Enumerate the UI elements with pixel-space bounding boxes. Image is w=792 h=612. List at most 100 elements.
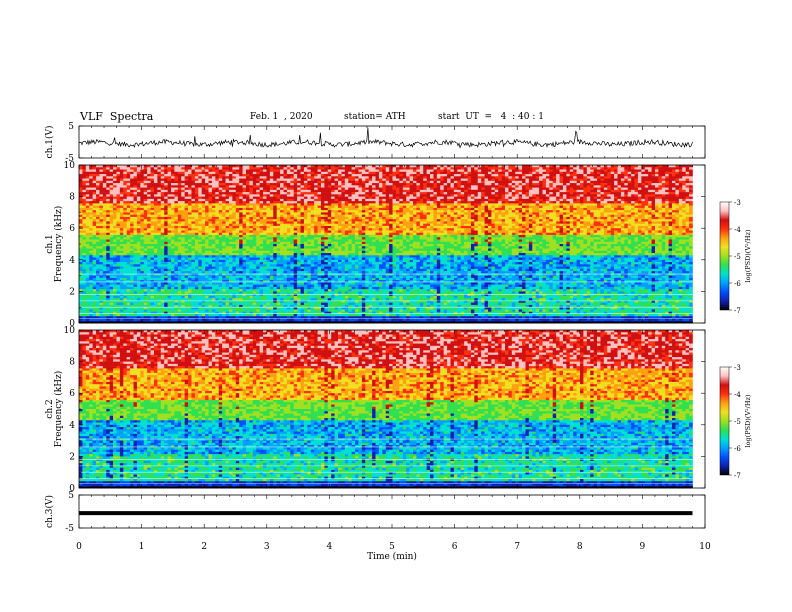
spectrogram-cell xyxy=(147,171,151,175)
spectrogram-cell xyxy=(143,255,148,258)
spectrogram-cell xyxy=(235,176,240,179)
spectrogram-cell xyxy=(283,300,288,303)
spectrogram-cell xyxy=(259,214,264,218)
spectrogram-cell xyxy=(201,171,206,175)
spectrogram-cell xyxy=(119,207,124,211)
spectrogram-cell xyxy=(239,183,243,186)
spectrogram-cell xyxy=(269,302,274,306)
spectrogram-cell xyxy=(167,189,172,193)
spectrogram-cell xyxy=(194,201,199,204)
spectrogram-cell xyxy=(113,219,117,222)
spectrogram-cell xyxy=(191,237,196,240)
spectrogram-cell xyxy=(113,318,117,322)
spectrogram-cell xyxy=(133,244,138,247)
spectrogram-cell xyxy=(113,302,117,306)
spectrogram-cell xyxy=(293,280,298,283)
spectrogram-cell xyxy=(205,307,209,310)
spectrogram-cell xyxy=(239,304,243,308)
spectrogram-cell xyxy=(96,255,100,258)
spectrogram-cell xyxy=(283,253,288,256)
spectrogram-cell xyxy=(228,171,233,175)
spectrogram-cell xyxy=(218,291,223,294)
spectrogram-cell xyxy=(300,264,305,267)
spectrogram-cell xyxy=(283,248,288,252)
spectrogram-cell xyxy=(310,228,315,231)
spectrogram-cell xyxy=(269,300,274,303)
spectrogram-cell xyxy=(286,255,291,258)
spectrogram-cell xyxy=(201,266,206,270)
spectrogram-cell xyxy=(171,207,175,211)
spectrogram-cell xyxy=(191,286,196,290)
spectrogram-cell xyxy=(314,280,318,283)
spectrogram-cell xyxy=(205,205,209,209)
spectrogram-cell xyxy=(174,304,179,308)
spectrogram-cell xyxy=(106,167,110,170)
spectrogram-cell xyxy=(99,237,104,240)
spectrogram-cell xyxy=(136,228,141,231)
spectrogram-cell xyxy=(290,167,295,170)
spectrogram-cell xyxy=(133,221,138,224)
spectrogram-cell xyxy=(191,250,196,254)
spectrogram-cell xyxy=(201,189,206,193)
spectrogram-cell xyxy=(283,165,288,168)
spectrogram-cell xyxy=(232,246,237,249)
spectrogram-cell xyxy=(228,250,233,254)
spectrogram-cell xyxy=(300,183,305,186)
spectrogram-cell xyxy=(82,234,87,238)
date-label: Feb. 1 , 2020 xyxy=(250,112,313,122)
spectrogram-cell xyxy=(266,291,271,294)
spectrogram-cell xyxy=(222,257,226,261)
spectrogram-cell xyxy=(259,304,264,308)
spectrogram-cell xyxy=(157,201,162,204)
spectrogram-cell xyxy=(96,268,100,272)
spectrogram-cell xyxy=(174,178,179,182)
spectrogram-cell xyxy=(102,248,107,252)
spectrogram-cell xyxy=(228,295,233,299)
spectrogram-cell xyxy=(246,302,250,306)
spectrogram-cell xyxy=(297,205,301,209)
spectrogram-cell xyxy=(218,316,223,319)
spectrogram-cell xyxy=(218,207,223,211)
spectrogram-cell xyxy=(191,178,196,182)
spectrogram-cell xyxy=(310,176,315,179)
spectrogram-cell xyxy=(92,185,97,188)
spectrogram-cell xyxy=(133,210,138,213)
spectrogram-cell xyxy=(256,271,260,274)
spectrogram-cell xyxy=(92,219,97,222)
spectrogram-cell xyxy=(266,316,271,319)
spectrogram-cell xyxy=(140,219,145,222)
spectrogram-cell xyxy=(252,316,257,319)
spectrogram-cell xyxy=(181,212,185,215)
spectrogram-cell xyxy=(150,234,155,238)
spectrogram-cell xyxy=(269,289,274,292)
spectrogram-cell xyxy=(303,307,308,310)
spectrogram-cell xyxy=(102,205,107,209)
spectrogram-cell xyxy=(181,221,185,224)
spectrogram-cell xyxy=(211,165,216,168)
spectrogram-cell xyxy=(208,250,213,254)
spectrogram-cell xyxy=(235,295,240,299)
spectrogram-cell xyxy=(116,210,121,213)
spectrogram-cell xyxy=(133,302,138,306)
spectrogram-cell xyxy=(160,248,165,252)
spectrogram-cell xyxy=(85,171,90,175)
spectrogram-cell xyxy=(263,237,267,240)
spectrogram-cell xyxy=(147,304,151,308)
spectrogram-cell xyxy=(290,234,295,238)
spectrogram-cell xyxy=(259,196,264,200)
spectrogram-cell xyxy=(82,230,87,234)
spectrogram-cell xyxy=(300,234,305,238)
spectrogram-cell xyxy=(198,298,202,301)
spectrogram-cell xyxy=(290,268,295,272)
spectrogram-cell xyxy=(143,239,148,243)
spectrogram-cell xyxy=(269,167,274,170)
spectrogram-cell xyxy=(283,212,288,215)
spectrogram-cell xyxy=(259,241,264,245)
spectrogram-cell xyxy=(109,205,114,209)
spectrogram-cell xyxy=(160,165,165,168)
spectrogram-cell xyxy=(249,201,254,204)
spectrogram-cell xyxy=(174,259,179,263)
spectrogram-cell xyxy=(300,271,305,274)
spectrogram-cell xyxy=(109,298,114,301)
spectrogram-cell xyxy=(256,169,260,173)
